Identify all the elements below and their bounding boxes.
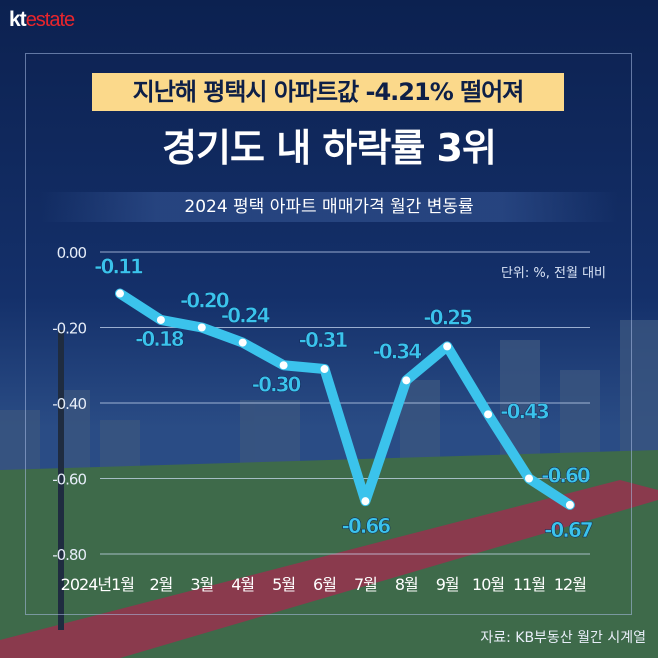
data-label: -0.31	[299, 328, 348, 352]
x-tick-label: 10월	[472, 575, 504, 594]
x-tick-label: 4월	[231, 575, 254, 594]
y-tick-label: -0.20	[52, 320, 86, 338]
data-label: -0.11	[94, 255, 143, 279]
data-point	[116, 289, 124, 298]
data-label: -0.20	[180, 289, 229, 313]
x-tick-label: 7월	[354, 575, 377, 594]
data-label: -0.60	[541, 464, 590, 488]
data-label: -0.43	[500, 399, 549, 423]
logo-kt: kt	[9, 8, 27, 31]
data-label: -0.30	[252, 372, 301, 396]
y-tick-label: 0.00	[57, 244, 87, 262]
x-tick-label: 2024년1월	[61, 575, 135, 594]
kt-estate-logo: ktestate	[9, 8, 75, 32]
unit-note: 단위: %, 전월 대비	[500, 266, 606, 281]
data-label: -0.24	[221, 304, 270, 328]
x-tick-label: 9월	[436, 575, 459, 594]
x-tick-label: 5월	[272, 575, 295, 594]
source-note: 자료: KB부동산 월간 시계열	[480, 630, 646, 646]
data-label: -0.25	[423, 305, 472, 329]
data-point	[565, 500, 574, 509]
headline-highlight: 지난해 평택시 아파트값 -4.21% 떨어져	[92, 73, 564, 111]
data-point	[238, 338, 247, 347]
data-point	[361, 497, 370, 506]
data-label: -0.66	[342, 514, 391, 538]
chart-title: 2024 평택 아파트 매매가격 월간 변동률	[40, 192, 618, 222]
y-tick-label: -0.40	[52, 395, 86, 413]
headline-main: 경기도 내 하락률 3위	[162, 126, 497, 170]
x-tick-label: 2월	[149, 575, 172, 594]
series-line	[115, 288, 575, 510]
data-point	[197, 323, 206, 332]
data-point	[320, 365, 329, 374]
data-label: -0.67	[544, 518, 593, 542]
data-label: -0.34	[372, 339, 421, 363]
data-point	[279, 361, 288, 370]
data-point	[484, 410, 493, 419]
x-tick-label: 11월	[513, 575, 545, 594]
data-point	[525, 474, 533, 483]
data-point	[156, 315, 165, 324]
x-tick-label: 3월	[190, 575, 213, 594]
content-frame	[25, 53, 632, 615]
y-tick-label: -0.80	[52, 546, 86, 564]
x-tick-label: 12월	[554, 575, 586, 594]
x-tick-label: 8월	[395, 575, 418, 594]
x-tick-label: 6월	[313, 575, 336, 594]
data-point	[402, 376, 411, 385]
data-label: -0.18	[135, 327, 184, 351]
y-tick-label: -0.60	[52, 471, 86, 489]
data-point	[443, 342, 452, 351]
logo-estate: estate	[25, 9, 75, 31]
